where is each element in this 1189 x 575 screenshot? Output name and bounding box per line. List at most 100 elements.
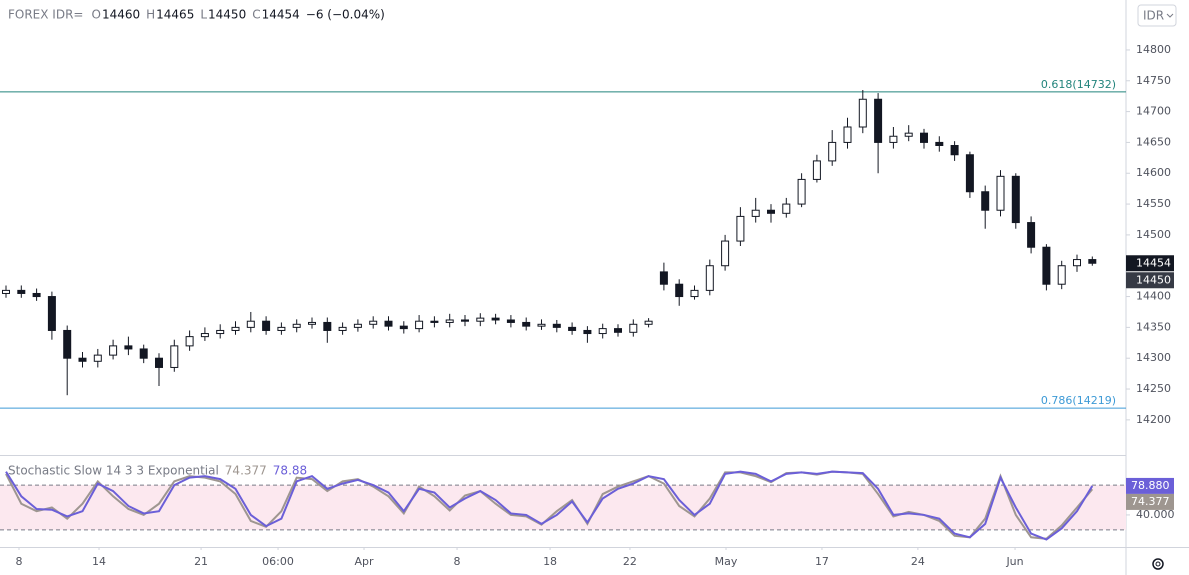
y-tick-label: 14800 [1136, 43, 1171, 56]
candle-body [139, 348, 148, 359]
candle-body [185, 336, 194, 347]
candle-body [17, 289, 26, 294]
candle-body [430, 320, 439, 323]
candle-body [705, 265, 714, 291]
x-tick-label: 17 [815, 555, 829, 568]
candle-body [981, 191, 990, 211]
candle-body [277, 326, 286, 331]
candle-body [629, 323, 638, 333]
candle-body [155, 357, 163, 368]
candle-body [170, 345, 179, 368]
candle-body [246, 320, 255, 328]
candle-body [323, 321, 332, 331]
x-tick-label: 14 [92, 555, 106, 568]
candle-body [904, 132, 913, 137]
candle-body [935, 141, 944, 147]
candle-body [506, 319, 515, 323]
price-label: 14450 [1136, 273, 1171, 286]
currency-button-label[interactable]: IDR [1143, 9, 1164, 23]
price-label: 14454 [1136, 256, 1171, 269]
ohlc-key: O [91, 8, 100, 22]
candle-body [445, 319, 454, 323]
y-tick-label: 14750 [1136, 74, 1171, 87]
x-tick-label: Jun [1005, 555, 1023, 568]
x-tick-label: 06:00 [262, 555, 294, 568]
candle-body [721, 240, 730, 267]
candle-body [231, 326, 240, 331]
candle-body [124, 345, 133, 350]
settings-icon[interactable] [1152, 558, 1164, 570]
stoch-line [5, 470, 1094, 541]
candle-body [338, 326, 347, 331]
y-tick-label: 14400 [1136, 290, 1171, 303]
candle-body [78, 357, 87, 362]
candle-body [63, 329, 72, 359]
ohlc-key: H [146, 8, 155, 22]
candle-body [1073, 259, 1081, 267]
candle-body [614, 328, 622, 333]
candle-body [644, 320, 653, 325]
candle-body [996, 175, 1005, 211]
x-tick-label: 18 [543, 555, 557, 568]
y-tick-label: 14350 [1136, 320, 1171, 333]
candle-body [353, 323, 362, 328]
y-tick-label: 14550 [1136, 197, 1171, 210]
ohlc-value: 14450 [208, 8, 246, 22]
candle-body [200, 333, 209, 338]
candle-body [843, 126, 852, 143]
candle-body [690, 289, 699, 298]
candle-body [858, 98, 867, 128]
candle-body [384, 320, 393, 327]
candle-body [828, 141, 837, 162]
candle-body [292, 323, 301, 328]
candle-body [920, 132, 928, 143]
y-tick-label: 40.000 [1136, 508, 1175, 521]
x-tick-label: 22 [623, 555, 637, 568]
value-label-bg [1126, 477, 1174, 494]
candle-body [736, 215, 745, 242]
y-tick-label: 14200 [1136, 413, 1171, 426]
candle-body [965, 154, 974, 193]
candle-body [369, 320, 378, 325]
indicator-value: 78.88 [273, 464, 307, 478]
candle-body [2, 289, 10, 294]
indicator-value: 74.377 [225, 464, 267, 478]
value-label: 74.377 [1131, 495, 1170, 508]
candle-body [491, 317, 500, 321]
value-label: 78.880 [1131, 479, 1170, 492]
change: −6 (−0.04%) [306, 8, 385, 22]
candle-body [797, 178, 806, 205]
price-label-bg [1126, 255, 1174, 272]
y-tick-label: 14650 [1136, 135, 1171, 148]
candle-body [552, 323, 561, 328]
value-label-bg [1126, 493, 1174, 510]
candle-body [32, 292, 41, 298]
ohlc-key: C [252, 8, 260, 22]
candle-body [476, 317, 485, 322]
candle-body [568, 326, 577, 331]
candle-body [874, 98, 883, 143]
currency-button[interactable] [1137, 4, 1177, 27]
candle-body [415, 320, 424, 330]
stoch-line [5, 470, 1094, 540]
candle-body [1042, 246, 1051, 285]
candle-body [109, 345, 118, 356]
x-tick-label: 8 [454, 555, 461, 568]
header: FOREX IDR= [8, 8, 83, 22]
candle-body [675, 283, 684, 298]
fib-label: 0.618(14732) [1041, 78, 1116, 91]
candle-body [537, 323, 546, 327]
y-tick-label: 14300 [1136, 351, 1171, 364]
candle-body [1027, 222, 1036, 248]
x-tick-label: 24 [911, 555, 925, 568]
y-tick-label: 14600 [1136, 166, 1171, 179]
candle-body [216, 329, 225, 335]
symbol: FOREX IDR= [8, 8, 83, 22]
x-tick-label: Apr [355, 555, 375, 568]
x-tick-label: 8 [16, 555, 23, 568]
candle-body [1057, 265, 1066, 285]
candle-body [399, 325, 408, 330]
candle-body [782, 203, 791, 214]
fib-label: 0.786(14219) [1041, 394, 1116, 407]
